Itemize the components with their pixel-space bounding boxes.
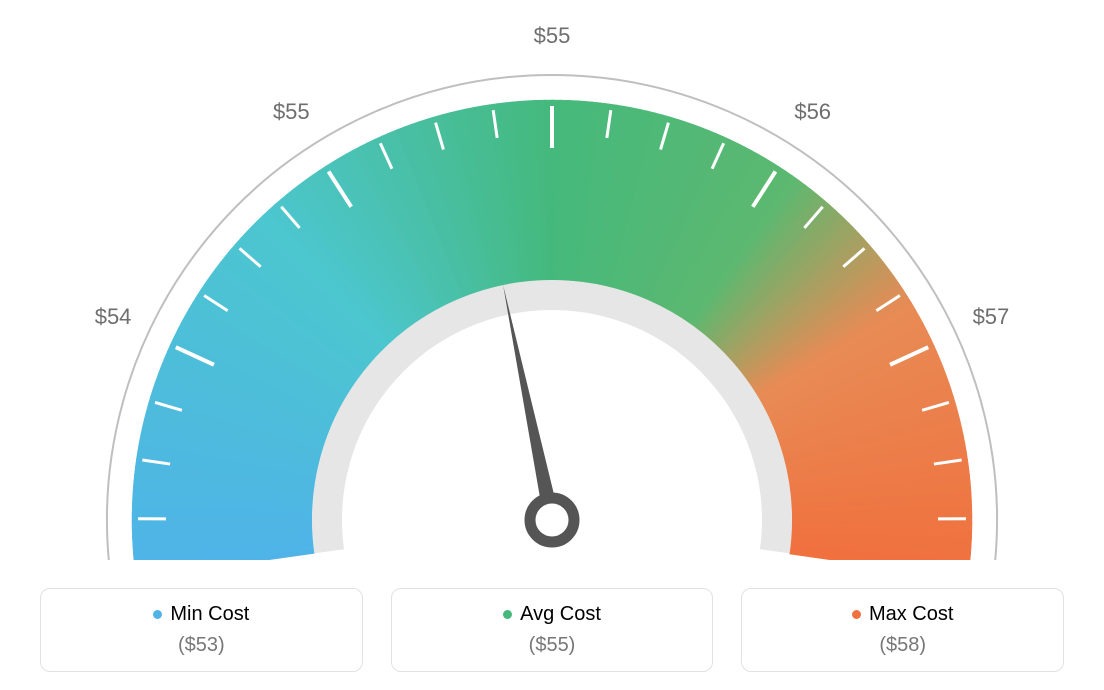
legend-label-max: Max Cost xyxy=(869,603,953,626)
dot-icon xyxy=(503,610,512,619)
tick-label: $55 xyxy=(534,23,571,48)
legend-title-max: Max Cost xyxy=(852,603,953,626)
gauge-svg: $53$54$55$55$56$57$58 xyxy=(0,0,1104,560)
legend-label-min: Min Cost xyxy=(170,603,249,626)
tick-label: $56 xyxy=(794,99,831,124)
gauge-needle-hub xyxy=(530,498,574,542)
gauge-chart: $53$54$55$55$56$57$58 Min Cost ($53) Avg… xyxy=(0,0,1104,690)
gauge-needle xyxy=(503,285,560,522)
legend-title-avg: Avg Cost xyxy=(503,603,601,626)
legend-card-min: Min Cost ($53) xyxy=(40,588,363,672)
legend-label-avg: Avg Cost xyxy=(520,603,601,626)
legend-title-min: Min Cost xyxy=(153,603,249,626)
legend-value-min: ($53) xyxy=(51,634,352,657)
legend-row: Min Cost ($53) Avg Cost ($55) Max Cost (… xyxy=(0,588,1104,672)
legend-value-avg: ($55) xyxy=(402,634,703,657)
dot-icon xyxy=(852,610,861,619)
tick-label: $55 xyxy=(273,99,310,124)
tick-label: $54 xyxy=(95,304,132,329)
legend-card-avg: Avg Cost ($55) xyxy=(391,588,714,672)
dot-icon xyxy=(153,610,162,619)
legend-value-max: ($58) xyxy=(752,634,1053,657)
legend-card-max: Max Cost ($58) xyxy=(741,588,1064,672)
tick-label: $57 xyxy=(973,304,1010,329)
